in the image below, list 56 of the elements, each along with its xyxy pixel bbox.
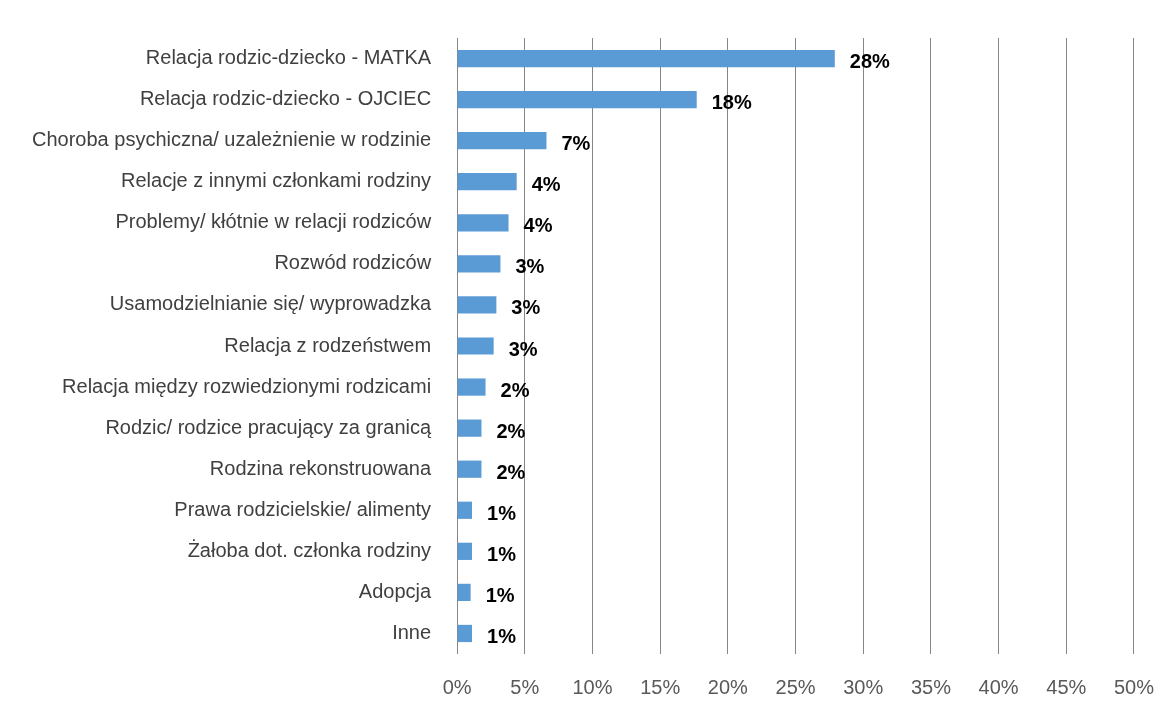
data-label: 1%	[487, 542, 517, 565]
data-label: 7%	[561, 132, 591, 155]
bar	[457, 173, 517, 191]
data-label: 3%	[515, 255, 545, 278]
bar	[457, 460, 482, 478]
data-label: 1%	[487, 501, 517, 524]
x-tick-label: 20%	[707, 675, 749, 698]
data-label: 18%	[711, 91, 752, 114]
bar	[457, 90, 697, 109]
y-tick-label: Choroba psychiczna/ uzależnienie w rodzinie	[31, 128, 432, 151]
data-label: 2%	[496, 419, 526, 442]
bar	[457, 132, 547, 150]
y-tick-label: Żałoba dot. członka rodziny	[187, 538, 432, 561]
data-label: 2%	[500, 378, 530, 401]
x-tick-label: 45%	[1046, 675, 1087, 698]
y-tick-label: Relacja rodzic-dziecko - MATKA	[145, 46, 432, 69]
x-tick-label: 0%	[442, 675, 472, 698]
y-tick-label: Prawa rodzicielskie/ alimenty	[174, 497, 432, 520]
y-tick-label: Problemy/ kłótnie w relacji rodziców	[115, 210, 432, 233]
bar	[457, 419, 482, 437]
x-tick-label: 15%	[640, 675, 681, 698]
bar	[457, 624, 472, 643]
data-label: 3%	[508, 337, 538, 360]
data-label: 28%	[849, 50, 891, 73]
data-label: 2%	[496, 460, 526, 483]
x-tick-label: 50%	[1113, 675, 1155, 698]
bar	[457, 296, 497, 314]
data-label: 3%	[511, 296, 541, 319]
data-label: 1%	[485, 583, 515, 606]
x-tick-label: 35%	[910, 675, 952, 698]
data-label: 1%	[487, 624, 517, 647]
bar	[457, 255, 501, 273]
data-label: 4%	[523, 214, 553, 237]
x-tick-label: 40%	[978, 675, 1019, 698]
x-tick-label: 5%	[510, 675, 540, 698]
y-tick-label: Usamodzielnianie się/ wyprowadzka	[109, 292, 432, 315]
bar	[457, 49, 835, 68]
bar	[457, 378, 486, 396]
x-tick-label: 30%	[843, 675, 884, 698]
y-tick-label: Relacja z rodzeństwem	[224, 333, 432, 356]
bar	[457, 542, 472, 560]
y-tick-label: Relacja między rozwiedzionymi rodzicami	[62, 374, 432, 397]
data-label: 4%	[531, 173, 561, 196]
x-tick-label: 25%	[775, 675, 816, 698]
bar	[457, 214, 509, 232]
y-tick-label: Rodzic/ rodzice pracujący za granicą	[105, 415, 432, 438]
y-tick-label: Rodzina rekonstruowana	[209, 456, 432, 479]
bar	[457, 337, 494, 355]
x-tick-label: 10%	[572, 675, 613, 698]
bar	[457, 501, 472, 519]
y-tick-label: Relacja rodzic-dziecko - OJCIEC	[139, 87, 432, 110]
bar	[457, 583, 471, 602]
y-tick-label: Relacje z innymi członkami rodziny	[121, 169, 432, 192]
y-tick-label: Inne	[392, 620, 432, 643]
y-tick-label: Rozwód rodziców	[274, 251, 432, 274]
y-tick-label: Adopcja	[358, 579, 432, 602]
